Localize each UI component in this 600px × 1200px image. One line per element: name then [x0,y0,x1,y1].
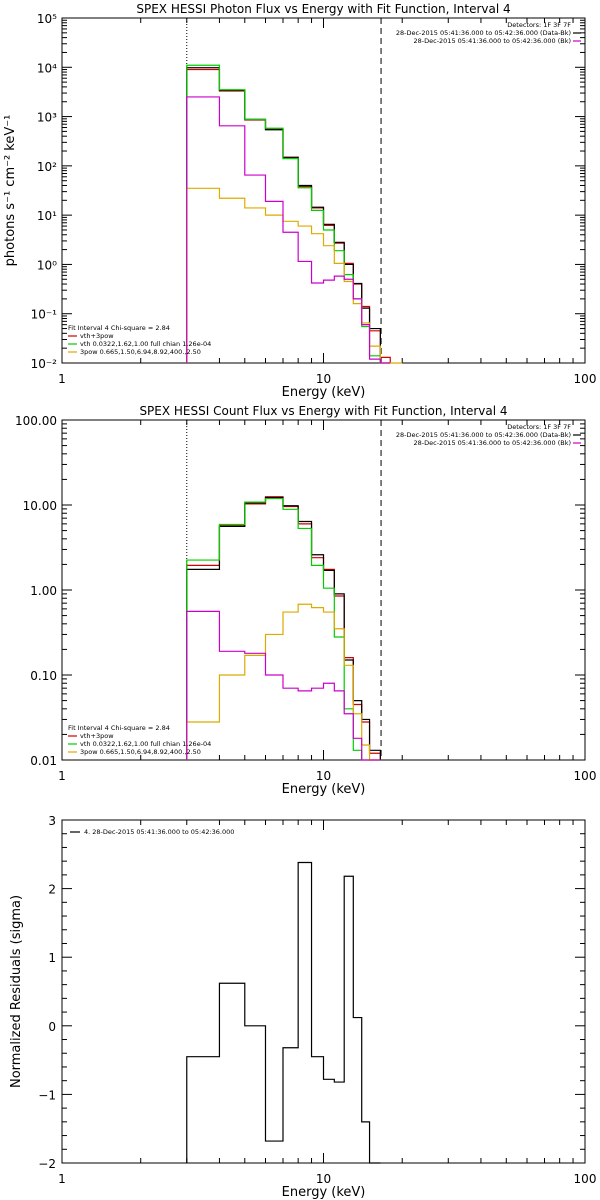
series-line-0 [186,861,381,1164]
x-tick-label: 10 [316,1172,331,1186]
y-tick-label: 10⁰ [37,258,57,272]
y-axis-label: photons s⁻¹ cm⁻² keV⁻¹ [3,115,18,267]
legend-label: vth+3pow [80,332,114,340]
y-tick-label: 10.00 [23,499,57,513]
header-text-1: 28-Dec-2015 05:41:36.000 to 05:42:36.000… [396,431,571,439]
y-tick-label: 10⁻² [31,357,58,371]
series-line-4 [186,610,381,761]
chart-title: SPEX HESSI Count Flux vs Energy with Fit… [139,404,507,418]
x-axis-label: Energy (keV) [282,385,366,400]
y-tick-label: 10² [37,160,57,174]
legend-title: Fit Interval 4 Chi-square = 2.84 [68,324,170,332]
y-tick-label: 2 [48,883,56,897]
header-text-0: Detectors: 1F 3F 7F [507,423,571,431]
series-line-4 [186,96,391,364]
legend-label: vth+3pow [80,732,114,740]
header-text-2: 28-Dec-2015 05:41:36.000 to 05:42:36.000… [414,439,572,447]
header-text-0: Detectors: 1F 3F 7F [507,21,571,29]
series-line-0 [186,68,391,363]
x-tick-label: 100 [574,1172,597,1186]
x-tick-label: 100 [574,769,597,783]
series-line-2 [186,64,391,364]
x-tick-label: 10 [316,372,331,386]
plot-frame [61,17,586,364]
y-tick-label: 0 [48,1020,56,1034]
y-tick-label: 10⁵ [37,12,57,26]
header-text-2: 28-Dec-2015 05:41:36.000 to 05:42:36.000… [414,37,572,45]
y-tick-label: 0.01 [30,754,57,768]
y-tick-label: −1 [38,1088,56,1102]
residuals-panel: 1 10 100 Energy (keV) −2 −1 0 1 2 3 Normalized Res… [9,814,596,1200]
plot-frame [61,819,586,1164]
x-tick-label: 1 [58,372,66,386]
legend-label: 4. 28-Dec-2015 05:41:36.000 to 05:42:36.… [84,828,234,836]
x-tick-label: 100 [574,372,597,386]
count-flux-panel: SPEX HESSI Count Flux vs Energy with Fit… [15,404,596,797]
y-tick-label: −2 [38,1157,56,1171]
legend-label: vth 0.0322,1.62,1.00 full chian 1.26e-04 [80,340,211,348]
x-axis-label: Energy (keV) [282,782,366,797]
header-text-1: 28-Dec-2015 05:41:36.000 to 05:42:36.000… [396,29,571,37]
y-tick-label: 1.00 [30,584,57,598]
series-line-2 [186,497,381,761]
photon-flux-panel: SPEX HESSI Photon Flux vs Energy with Fi… [3,2,596,400]
y-tick-label: 10³ [37,111,57,125]
y-tick-label: 10⁴ [37,61,57,75]
chart-title: SPEX HESSI Photon Flux vs Energy with Fi… [136,2,510,16]
y-tick-label: 1 [48,951,56,965]
y-axis-label: Normalized Residuals (sigma) [9,895,24,1088]
y-tick-label: 10¹ [37,209,57,223]
legend-title: Fit Interval 4 Chi-square = 2.84 [68,724,170,732]
y-tick-label: 100.00 [15,414,57,428]
x-tick-label: 1 [58,769,66,783]
legend-label: 3pow 0.665,1.50,6.94,8.92,400.,2.50 [80,348,201,356]
legend-label: 3pow 0.665,1.50,6.94,8.92,400.,2.50 [80,748,201,756]
series-line-3 [186,603,381,761]
plot-frame [61,419,586,761]
x-tick-label: 10 [316,769,331,783]
y-tick-label: 10⁻¹ [31,308,58,322]
y-tick-label: 0.10 [30,669,57,683]
legend-label: vth 0.0322,1.62,1.00 full chian 1.26e-04 [80,740,211,748]
x-axis-label: Energy (keV) [282,1185,366,1200]
y-tick-label: 3 [48,814,56,828]
x-tick-label: 1 [58,1172,66,1186]
